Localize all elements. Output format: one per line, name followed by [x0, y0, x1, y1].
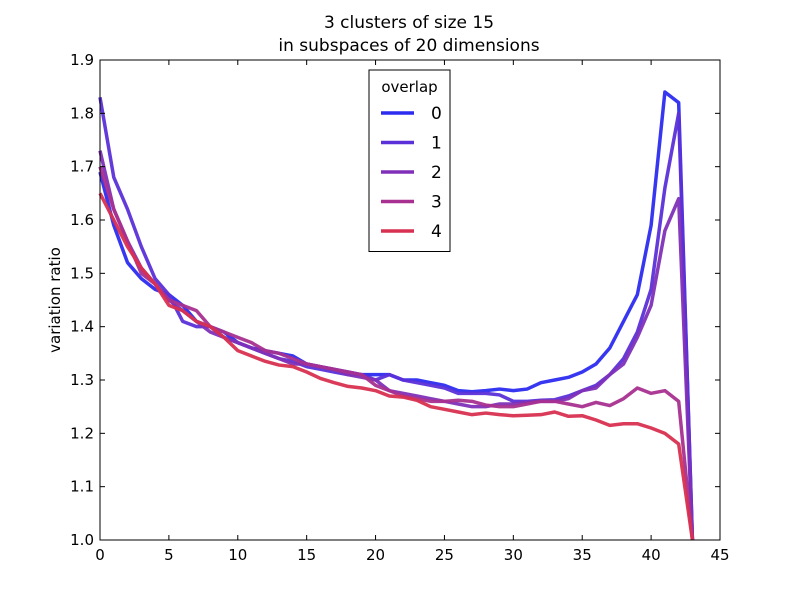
x-tick-label: 35: [573, 546, 592, 564]
y-tick-label: 1.1: [70, 478, 94, 496]
y-tick-label: 1.0: [70, 531, 94, 549]
y-tick-label: 1.7: [70, 158, 94, 176]
y-axis-label: variation ratio: [46, 247, 64, 353]
series-line-1: [98, 97, 695, 541]
x-tick-label: 25: [435, 546, 454, 564]
legend-box: [368, 69, 451, 252]
y-tick-label: 1.8: [70, 104, 94, 122]
legend-label-1: 1: [431, 134, 442, 154]
x-tick-label: 45: [710, 546, 729, 564]
x-tick-label: 40: [642, 546, 661, 564]
legend-label-3: 3: [431, 193, 442, 213]
y-tick-label: 1.3: [70, 371, 94, 389]
x-tick-label: 30: [504, 546, 523, 564]
x-tick-label: 5: [164, 546, 174, 564]
y-tick-label: 1.2: [70, 424, 94, 442]
plot-series: [98, 90, 695, 541]
chart-title-line-2: in subspaces of 20 dimensions: [278, 36, 539, 56]
plot-axes: 0 5 10 15 20 25 30 35 40 451.01.11.21.31.41.51.61…: [70, 51, 729, 564]
y-tick-label: 1.6: [70, 211, 94, 229]
series-line-3: [98, 166, 695, 541]
x-tick-label: 20: [366, 546, 385, 564]
legend-label-2: 2: [431, 163, 442, 183]
legend: overlap 0 1 2 3 4: [368, 69, 451, 252]
legend-label-4: 4: [431, 222, 442, 242]
y-tick-label: 1.9: [70, 51, 94, 69]
series-line-4: [98, 192, 695, 541]
legend-title: overlap: [381, 78, 437, 96]
y-tick-label: 1.5: [70, 264, 94, 282]
chart-title-line-1: 3 clusters of size 15: [324, 13, 494, 33]
x-tick-label: 10: [228, 546, 247, 564]
y-tick-label: 1.4: [70, 318, 94, 336]
legend-label-0: 0: [431, 104, 442, 124]
x-tick-label: 0: [95, 546, 105, 564]
plot-frame: [99, 59, 721, 541]
x-tick-label: 15: [297, 546, 316, 564]
